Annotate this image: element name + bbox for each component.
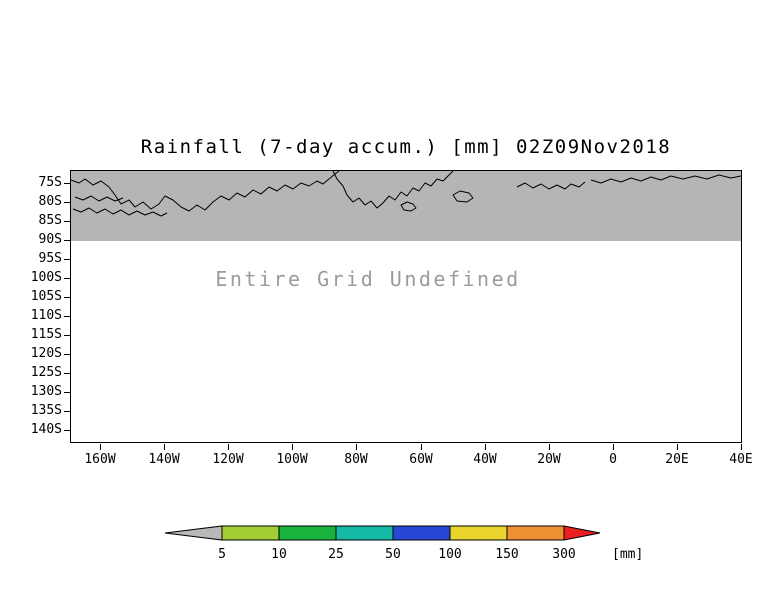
x-axis-tick	[741, 444, 742, 450]
coastline-right-a	[516, 181, 586, 190]
x-axis-tick	[292, 444, 293, 450]
x-axis-label: 20E	[665, 452, 689, 467]
colorbar-level-label: 150	[495, 547, 518, 562]
coastline-left	[71, 171, 340, 212]
y-axis-tick	[64, 316, 70, 317]
y-axis-tick	[64, 278, 70, 279]
y-axis-label: 80S	[38, 194, 62, 209]
x-axis-label: 140W	[148, 452, 180, 467]
x-axis-label: 40W	[473, 452, 497, 467]
colorbar-unit-label: [mm]	[612, 547, 643, 562]
colorbar-level-label: 300	[552, 547, 575, 562]
x-axis-tick	[228, 444, 229, 450]
coastline-left-lower	[72, 207, 168, 217]
colorbar-level-label: 100	[438, 547, 461, 562]
y-axis-tick	[64, 240, 70, 241]
y-axis-label: 90S	[38, 232, 62, 247]
x-axis-label: 80W	[344, 452, 368, 467]
colorbar-arrow-above	[563, 525, 601, 541]
colorbar-segment	[335, 525, 394, 541]
colorbar-level-label: 5	[218, 547, 226, 562]
y-axis-label: 130S	[30, 384, 62, 399]
y-axis-label: 100S	[30, 270, 62, 285]
x-axis-tick	[164, 444, 165, 450]
x-axis-label: 40E	[729, 452, 753, 467]
island-small	[400, 201, 417, 212]
coastline-left-mid	[74, 195, 124, 202]
y-axis-tick	[64, 335, 70, 336]
y-axis-label: 120S	[30, 346, 62, 361]
y-axis-tick	[64, 202, 70, 203]
colorbar: 5 10 25 50 100 150 300 [mm]	[164, 525, 643, 562]
x-axis-tick	[356, 444, 357, 450]
x-axis-tick	[485, 444, 486, 450]
y-axis-label: 105S	[30, 289, 62, 304]
coastline-group	[71, 171, 741, 217]
coastline-right-b	[590, 174, 741, 184]
coastline-middle	[332, 171, 454, 209]
undefined-message: Entire Grid Undefined	[215, 267, 521, 291]
x-axis-label: 60W	[409, 452, 433, 467]
y-axis-tick	[64, 297, 70, 298]
y-axis-tick	[64, 183, 70, 184]
x-axis-label: 120W	[212, 452, 244, 467]
shaded-region	[71, 171, 741, 241]
y-axis-label: 95S	[38, 251, 62, 266]
colorbar-segment	[278, 525, 337, 541]
x-axis-tick	[100, 444, 101, 450]
island-large	[452, 190, 474, 203]
colorbar-level-label: 25	[328, 547, 344, 562]
colorbar-arrow-below	[164, 525, 223, 541]
x-axis-label: 160W	[84, 452, 116, 467]
y-axis-tick	[64, 221, 70, 222]
colorbar-segment	[506, 525, 565, 541]
x-axis-tick	[421, 444, 422, 450]
y-axis-tick	[64, 430, 70, 431]
plot-area: Entire Grid Undefined	[70, 170, 742, 443]
y-axis-label: 125S	[30, 365, 62, 380]
y-axis-tick	[64, 392, 70, 393]
y-axis-label: 85S	[38, 213, 62, 228]
colorbar-segment	[221, 525, 280, 541]
y-axis-tick	[64, 354, 70, 355]
y-axis-tick	[64, 411, 70, 412]
x-axis-tick	[549, 444, 550, 450]
x-axis-tick	[613, 444, 614, 450]
colorbar-level-label: 10	[271, 547, 287, 562]
y-axis-tick	[64, 373, 70, 374]
y-axis-label: 110S	[30, 308, 62, 323]
x-axis-label: 0	[609, 452, 617, 467]
y-axis-label: 115S	[30, 327, 62, 342]
y-axis-label: 75S	[38, 175, 62, 190]
colorbar-segment	[392, 525, 451, 541]
y-axis-label: 135S	[30, 403, 62, 418]
x-axis-tick	[677, 444, 678, 450]
x-axis-label: 20W	[537, 452, 561, 467]
y-axis-tick	[64, 259, 70, 260]
x-axis-label: 100W	[276, 452, 308, 467]
map-layer	[71, 171, 741, 241]
colorbar-level-label: 50	[385, 547, 401, 562]
colorbar-segment	[449, 525, 508, 541]
y-axis-label: 140S	[30, 422, 62, 437]
plot-title: Rainfall (7-day accum.) [mm] 02Z09Nov201…	[140, 136, 672, 158]
